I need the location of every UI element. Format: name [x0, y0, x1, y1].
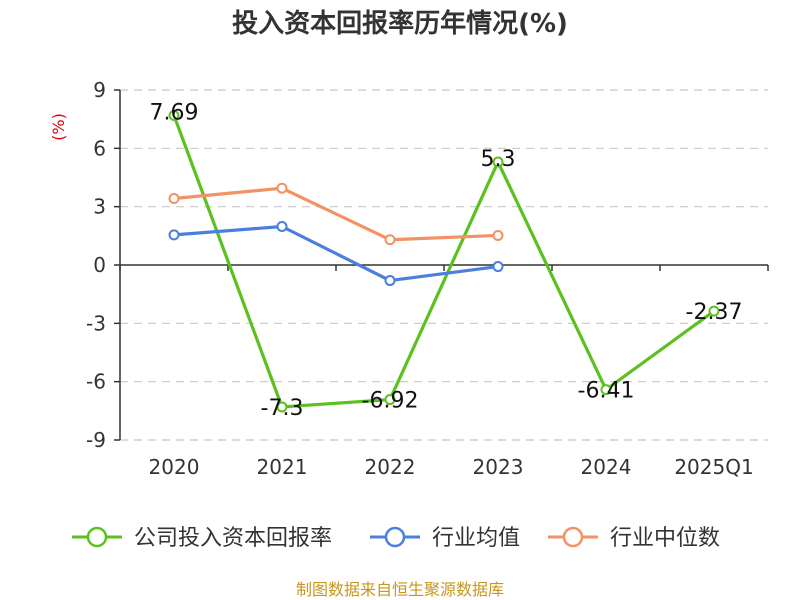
data-point[interactable] [384, 394, 396, 406]
data-point[interactable] [708, 305, 720, 317]
legend-label: 行业中位数 [610, 526, 720, 551]
y-tick-label: 0 [93, 253, 106, 277]
y-tick-label: 3 [93, 195, 106, 219]
x-tick-label: 2023 [473, 455, 524, 479]
data-label: -2.37 [686, 300, 743, 325]
x-tick-label: 2021 [257, 455, 308, 479]
y-tick-label: -9 [86, 428, 106, 452]
data-label: -6.92 [362, 389, 419, 414]
data-point[interactable] [492, 229, 504, 241]
data-labels: 7.69 -7.3 -6.92 5.3 -6.41 -2.37 [150, 100, 743, 420]
data-point[interactable] [384, 234, 396, 246]
legend-item-0[interactable]: 公司投入资本回报率 [72, 526, 332, 551]
legend-swatch-marker [384, 526, 406, 548]
data-point[interactable] [276, 401, 288, 413]
data-point[interactable] [492, 261, 504, 273]
x-tick-label: 2020 [149, 455, 200, 479]
data-point[interactable] [168, 193, 180, 204]
data-point[interactable] [276, 182, 288, 194]
data-point[interactable] [276, 221, 288, 232]
legend-label: 公司投入资本回报率 [134, 526, 332, 551]
y-tick-label: 6 [93, 136, 106, 160]
legend-swatch-marker [86, 526, 108, 548]
chart-title: 投入资本回报率历年情况(%) [232, 8, 568, 39]
data-source-note: 制图数据来自恒生聚源数据库 [296, 580, 504, 599]
data-point[interactable] [384, 275, 396, 287]
y-tick-label: -3 [86, 311, 106, 335]
x-tick-label: 2022 [365, 455, 416, 479]
data-point[interactable] [168, 229, 180, 241]
data-label: 5.3 [481, 147, 516, 172]
legend-item-1[interactable]: 行业均值 [370, 526, 520, 551]
data-point[interactable] [168, 109, 180, 121]
x-tick-label: 2025Q1 [674, 455, 753, 479]
series-lines [168, 109, 720, 413]
data-label: 7.69 [150, 100, 199, 125]
data-point[interactable] [600, 384, 612, 396]
series-line-0 [172, 114, 715, 409]
legend-label: 行业均值 [432, 526, 520, 551]
y-tick-label: 9 [93, 78, 106, 102]
axes: 9 6 3 0 -3 -6 -9 2020 2021 2022 2023 2024 2025Q1 [86, 78, 769, 479]
data-point[interactable] [492, 156, 504, 168]
data-label: -6.41 [578, 379, 635, 404]
series-line-1 [173, 224, 499, 283]
series-line-2 [173, 186, 499, 242]
data-label: -7.3 [261, 396, 304, 421]
legend-swatch-marker [562, 526, 584, 548]
grid-lines [120, 89, 768, 441]
y-tick-label: -6 [86, 370, 106, 394]
y-axis-unit-label: (%) [49, 113, 68, 141]
x-tick-label: 2024 [581, 455, 632, 479]
legend-item-2[interactable]: 行业中位数 [548, 526, 720, 551]
legend[interactable]: 公司投入资本回报率 行业均值 行业中位数 [72, 526, 720, 551]
